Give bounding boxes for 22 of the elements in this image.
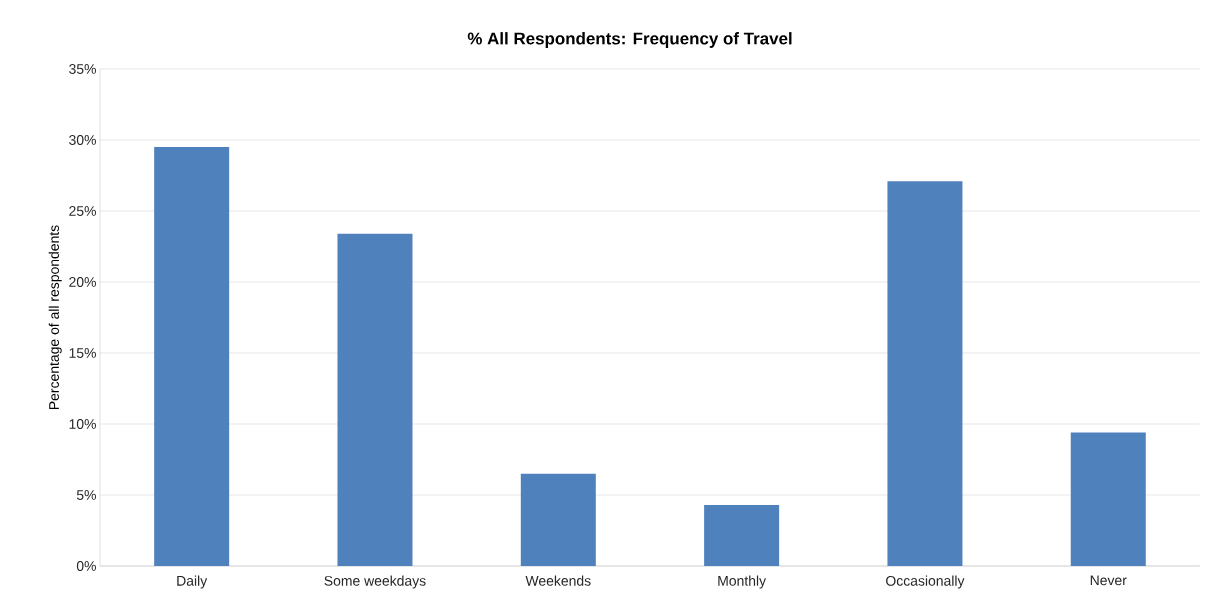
y-tick-label: 15% (69, 348, 96, 358)
x-tick-label: Weekends (525, 575, 591, 586)
x-tick-label: Some weekdays (324, 575, 426, 589)
bar (704, 504, 780, 566)
bar (337, 233, 413, 566)
y-axis-title: Percentage of all respondents (48, 225, 62, 410)
y-tick-label: 35% (69, 64, 96, 74)
y-tick-label: 30% (69, 135, 96, 145)
bar (520, 473, 596, 566)
x-tick-label: Daily (177, 575, 208, 589)
chart-title: % All Respondents: Frequency of Travel (467, 32, 792, 48)
y-tick-label: 20% (69, 277, 96, 287)
y-tick-label: 5% (76, 490, 96, 500)
y-tick-label: 25% (69, 206, 96, 216)
x-tick-label: Monthly (718, 575, 767, 589)
y-tick-label: 10% (69, 419, 96, 429)
bar (1070, 432, 1146, 566)
x-tick-label: Never (1090, 575, 1127, 586)
bar (154, 147, 230, 566)
bar (887, 181, 963, 566)
x-tick-label: Occasionally (886, 575, 965, 589)
y-tick-label: 0% (76, 561, 96, 571)
